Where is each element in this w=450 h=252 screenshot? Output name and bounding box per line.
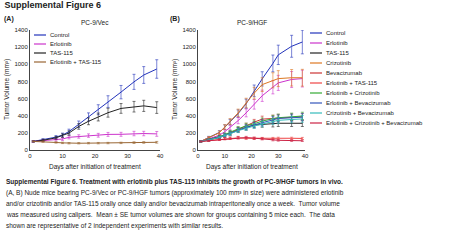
svg-text:Crizotinib: Crizotinib [326, 60, 352, 66]
svg-text:30: 30 [275, 153, 282, 159]
svg-text:Supplemental Figure 6. Treatme: Supplemental Figure 6. Treatment with er… [6, 178, 343, 186]
svg-text:1000: 1000 [14, 61, 28, 67]
svg-text:Control: Control [326, 30, 345, 36]
svg-text:Days after initiation of treat: Days after initiation of treatment [206, 163, 298, 171]
svg-text:and/or crizotinib and/or TAS-1: and/or crizotinib and/or TAS-115 orally … [6, 200, 340, 208]
svg-text:Erlotinib + TAS-115: Erlotinib + TAS-115 [326, 80, 378, 86]
svg-text:(A): (A) [4, 15, 14, 23]
svg-text:TAS-115: TAS-115 [326, 50, 349, 56]
svg-text:Supplemental Figure 6: Supplemental Figure 6 [5, 0, 102, 10]
svg-text:Erlotinib + Crizotinib + Bevac: Erlotinib + Crizotinib + Bevacizumab [326, 120, 423, 126]
svg-text:Erlotinib: Erlotinib [50, 41, 72, 47]
svg-text:600: 600 [18, 96, 29, 102]
svg-text:30: 30 [124, 153, 131, 159]
svg-text:(A, B) Nude mice bearing PC-9/: (A, B) Nude mice bearing PC-9/Vec or PC-… [6, 189, 344, 197]
svg-text:40: 40 [302, 153, 309, 159]
svg-text:200: 200 [18, 130, 29, 136]
svg-text:Tumor Volume (mm³): Tumor Volume (mm³) [171, 59, 179, 120]
svg-text:Erlotinib + TAS-115: Erlotinib + TAS-115 [50, 59, 102, 65]
svg-text:PC-9/HGF: PC-9/HGF [237, 19, 267, 26]
svg-text:0: 0 [196, 153, 200, 159]
svg-text:800: 800 [18, 79, 29, 85]
svg-text:400: 400 [18, 113, 29, 119]
svg-text:Erlotinib: Erlotinib [326, 40, 348, 46]
svg-text:1200: 1200 [182, 44, 196, 50]
svg-text:(B): (B) [170, 15, 180, 23]
svg-text:was measured using calipers.: was measured using calipers. Mean ± SE t… [6, 211, 335, 219]
svg-text:1400: 1400 [182, 27, 196, 33]
svg-text:40: 40 [157, 153, 164, 159]
svg-text:Days after initiation of treat: Days after initiation of treatment [49, 163, 141, 171]
svg-text:shown are representative of 2: shown are representative of 2 independen… [6, 222, 223, 230]
svg-text:TAS-115: TAS-115 [50, 50, 73, 56]
svg-text:Erlotinib + Crizotinib: Erlotinib + Crizotinib [326, 90, 380, 96]
svg-text:PC-9/Vec: PC-9/Vec [81, 19, 109, 26]
svg-text:800: 800 [186, 79, 197, 85]
svg-text:10: 10 [59, 153, 66, 159]
svg-text:0: 0 [24, 147, 28, 153]
svg-text:1200: 1200 [14, 44, 28, 50]
svg-text:200: 200 [186, 130, 197, 136]
svg-text:400: 400 [186, 113, 197, 119]
svg-text:Control: Control [50, 32, 69, 38]
svg-text:1400: 1400 [14, 27, 28, 33]
svg-text:Bevacizumab: Bevacizumab [326, 70, 363, 76]
svg-text:20: 20 [92, 153, 99, 159]
svg-text:Erlotinib + Bevacizumab: Erlotinib + Bevacizumab [326, 100, 391, 106]
svg-text:600: 600 [186, 96, 197, 102]
svg-text:10: 10 [221, 153, 228, 159]
svg-text:1000: 1000 [182, 61, 196, 67]
svg-text:0: 0 [28, 153, 32, 159]
svg-text:20: 20 [248, 153, 255, 159]
svg-text:Crizotinib + Bevacizumab: Crizotinib + Bevacizumab [326, 110, 395, 116]
svg-text:Tumor Volume (mm³): Tumor Volume (mm³) [3, 59, 11, 120]
svg-text:0: 0 [192, 147, 196, 153]
